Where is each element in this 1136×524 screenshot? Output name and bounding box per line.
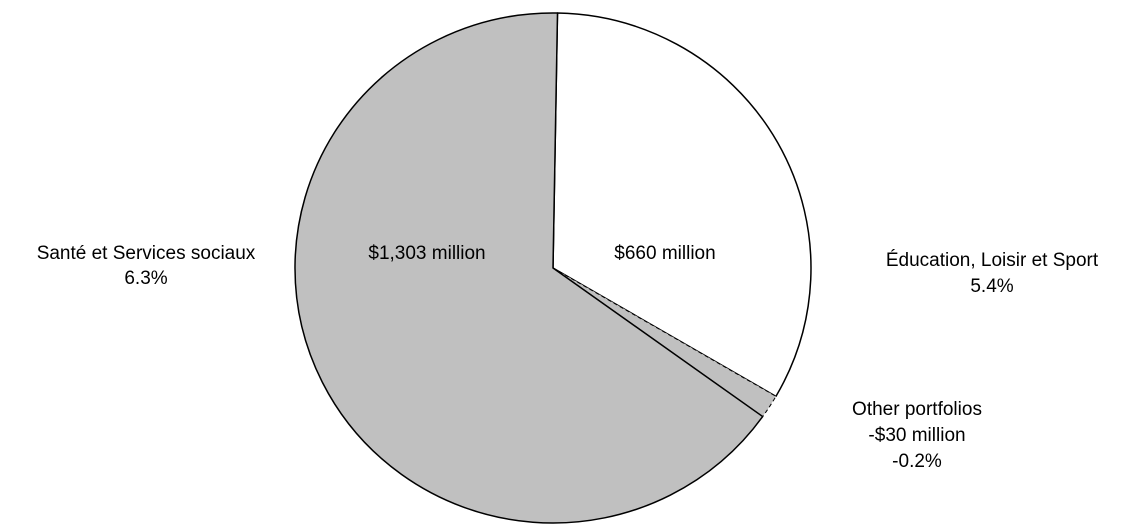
slice-value-label-other: -$30 million: [868, 425, 965, 446]
slice-name-label-education: Éducation, Loisir et Sport: [886, 250, 1099, 271]
slice-name-label-sante: Santé et Services sociaux: [37, 243, 256, 264]
slice-name-label-other: Other portfolios: [852, 399, 982, 420]
slice-value-label-education: $660 million: [614, 243, 715, 264]
slice-value-label-sante: $1,303 million: [368, 243, 485, 264]
slice-percent-label-sante: 6.3%: [124, 268, 167, 289]
slice-percent-label-other: -0.2%: [892, 451, 942, 472]
pie-slices: [294, 12, 812, 524]
pie-slice-sante: [294, 12, 764, 524]
pie-slice-education: [552, 12, 812, 398]
slice-percent-label-education: 5.4%: [970, 276, 1013, 297]
